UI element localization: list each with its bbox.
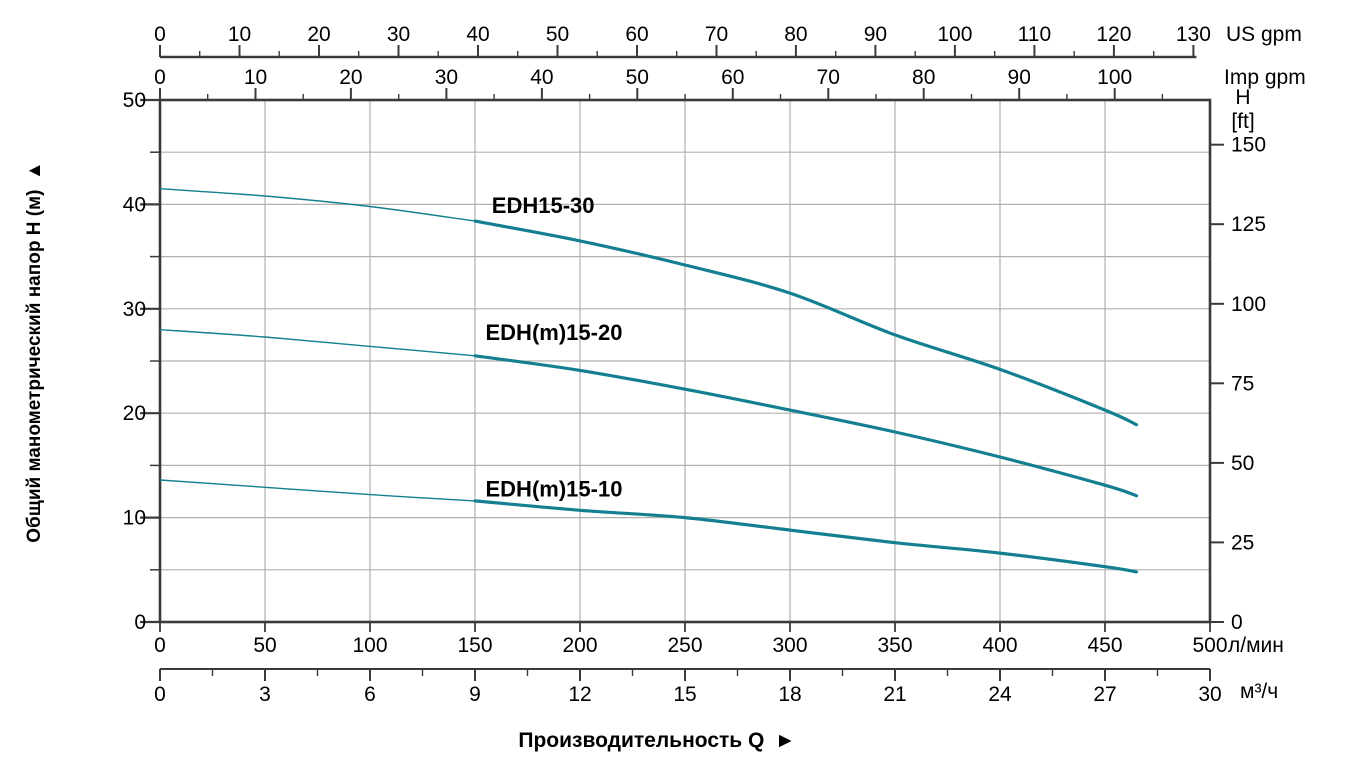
curve-edh-m-15-10 xyxy=(473,499,1139,574)
lpm-tick-label: 400 xyxy=(982,634,1017,657)
m3h-tick-label: 3 xyxy=(259,683,271,706)
y-axis-caption-text: Общий манометрический напор H (м) xyxy=(24,190,45,543)
us-gpm-tick-label: 90 xyxy=(864,23,887,46)
x-axis-arrow-icon: ► xyxy=(764,729,795,752)
curve-label-edh15-30: EDH15-30 xyxy=(492,193,595,218)
m3h-unit-label: м³/ч xyxy=(1240,680,1278,703)
us-gpm-tick-label: 30 xyxy=(387,23,410,46)
m3h-tick-label: 24 xyxy=(988,683,1012,706)
m3h-axis: 0 3 6 9 12 15 18 21 24 27 30 м³/ч xyxy=(154,668,1278,706)
head-m-tick-label: 40 xyxy=(123,193,146,216)
us-gpm-tick-label: 60 xyxy=(625,23,648,46)
imp-gpm-tick-label: 60 xyxy=(721,66,744,89)
lpm-tick-label: 300 xyxy=(772,634,807,657)
curve-label-edh-m-15-20: EDH(m)15-20 xyxy=(486,320,623,345)
us-gpm-tick-label: 120 xyxy=(1096,23,1131,46)
lpm-tick-label: 100 xyxy=(352,634,387,657)
us-gpm-tick-label: 70 xyxy=(705,23,728,46)
curve-thin-edh15-30 xyxy=(159,188,476,222)
head-ft-tick-label: 150 xyxy=(1231,134,1266,157)
head-ft-tick-label: 125 xyxy=(1231,213,1266,236)
curve-thin-edh-m-15-10 xyxy=(159,479,476,502)
lpm-tick-label: 50 xyxy=(253,634,276,657)
m3h-tick-label: 18 xyxy=(778,683,801,706)
us-gpm-axis: 0 10 20 30 40 50 60 70 80 90 100 110 120 130 US gpm xyxy=(154,23,1302,59)
us-gpm-tick-label: 20 xyxy=(307,23,330,46)
head-m-tick-label: 0 xyxy=(134,611,146,634)
m3h-tick-label: 27 xyxy=(1093,683,1116,706)
captions: Производительность Q ► Общий манометричес… xyxy=(24,161,796,752)
x-axis-caption: Производительность Q ► xyxy=(518,729,795,752)
left-axis: 0 10 20 30 40 50 xyxy=(123,89,160,634)
y-axis-caption: Общий манометрический напор H (м) ▲ xyxy=(24,161,45,542)
head-m-tick-label: 10 xyxy=(123,507,146,530)
m3h-tick-label: 15 xyxy=(673,683,696,706)
m3h-tick-label: 21 xyxy=(883,683,906,706)
head-m-tick-label: 30 xyxy=(123,298,146,321)
curve-edh15-30 xyxy=(473,219,1139,427)
us-gpm-tick-label: 110 xyxy=(1018,23,1051,46)
imp-gpm-tick-label: 50 xyxy=(626,66,649,89)
m3h-tick-label: 6 xyxy=(364,683,376,706)
head-ft-tick-label: 75 xyxy=(1231,372,1254,395)
lpm-axis: 0 50 100 150 200 250 300 350 400 450 500 л/мин xyxy=(154,622,1284,657)
lpm-tick-label: 200 xyxy=(562,634,597,657)
curve-label-edh-m-15-10: EDH(m)15-10 xyxy=(486,477,623,502)
us-gpm-unit-label: US gpm xyxy=(1226,23,1302,46)
lpm-tick-label: 150 xyxy=(457,634,492,657)
lpm-tick-label: 450 xyxy=(1087,634,1122,657)
curves xyxy=(159,188,1139,574)
right-axis-unit-ft: [ft] xyxy=(1231,110,1254,133)
head-m-tick-label: 50 xyxy=(123,89,146,112)
right-axis-unit-h: H xyxy=(1235,86,1250,109)
m3h-tick-label: 12 xyxy=(568,683,591,706)
head-ft-tick-label: 100 xyxy=(1231,293,1266,316)
us-gpm-tick-label: 80 xyxy=(784,23,807,46)
curve-thin-edh-m-15-20 xyxy=(159,329,476,357)
head-ft-tick-label: 25 xyxy=(1231,531,1254,554)
curve-edh-m-15-20 xyxy=(473,354,1139,498)
m3h-tick-label: 9 xyxy=(469,683,481,706)
imp-gpm-tick-label: 10 xyxy=(244,66,267,89)
m3h-tick-label: 0 xyxy=(154,683,166,706)
imp-gpm-tick-label: 0 xyxy=(154,66,166,89)
imp-gpm-unit-label: Imp gpm xyxy=(1224,66,1306,89)
imp-gpm-tick-label: 100 xyxy=(1097,66,1132,89)
imp-gpm-tick-label: 70 xyxy=(817,66,840,89)
lpm-tick-label: 0 xyxy=(154,634,166,657)
us-gpm-tick-label: 100 xyxy=(937,23,972,46)
imp-gpm-tick-label: 80 xyxy=(912,66,935,89)
imp-gpm-tick-label: 20 xyxy=(339,66,362,89)
us-gpm-tick-label: 50 xyxy=(546,23,569,46)
right-axis: 0 25 50 75 100 125 150 H[ft] xyxy=(1210,86,1266,634)
head-m-tick-label: 20 xyxy=(123,402,146,425)
lpm-tick-label: 500 xyxy=(1192,634,1227,657)
us-gpm-tick-label: 10 xyxy=(228,23,251,46)
imp-gpm-tick-label: 90 xyxy=(1008,66,1031,89)
curve-labels: EDH15-30 EDH(m)15-20 EDH(m)15-10 xyxy=(486,193,623,502)
imp-gpm-tick-label: 40 xyxy=(530,66,553,89)
us-gpm-tick-label: 0 xyxy=(154,23,166,46)
y-axis-arrow-icon: ▲ xyxy=(24,161,45,189)
x-axis-caption-text: Производительность Q xyxy=(518,729,764,752)
head-ft-tick-label: 50 xyxy=(1231,452,1254,475)
m3h-tick-label: 30 xyxy=(1198,683,1221,706)
lpm-unit-label: л/мин xyxy=(1228,634,1284,657)
imp-gpm-axis: 0 10 20 30 40 50 60 70 80 90 100 Imp gpm xyxy=(154,66,1306,100)
lpm-tick-label: 250 xyxy=(667,634,702,657)
lpm-tick-label: 350 xyxy=(877,634,912,657)
imp-gpm-tick-label: 30 xyxy=(435,66,458,89)
us-gpm-tick-label: 40 xyxy=(466,23,489,46)
head-ft-tick-label: 0 xyxy=(1231,611,1243,634)
us-gpm-tick-label: 130 xyxy=(1176,23,1211,46)
